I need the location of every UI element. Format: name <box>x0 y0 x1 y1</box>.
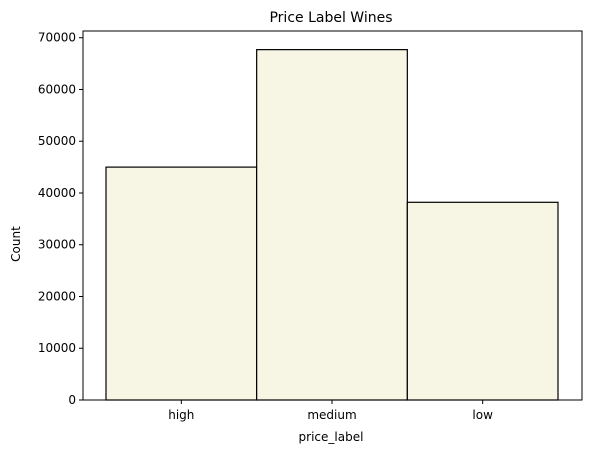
y-tick-label: 60000 <box>38 82 76 96</box>
y-axis-ticks: 0 10000 20000 30000 40000 50000 60000 70000 <box>38 31 83 407</box>
bar-low <box>406 201 559 401</box>
chart-title: Price Label Wines <box>269 10 392 26</box>
plot-frame <box>82 30 583 401</box>
y-tick-label: 20000 <box>38 289 76 303</box>
y-tick-label: 40000 <box>38 186 76 200</box>
y-tick-label: 30000 <box>38 238 76 252</box>
x-tick-label-medium: medium <box>307 408 356 422</box>
bar-high <box>105 166 258 401</box>
x-axis-ticks: high medium low <box>168 400 493 422</box>
x-tick-label-low: low <box>472 408 493 422</box>
y-tick-label: 10000 <box>38 341 76 355</box>
bar-medium <box>256 49 408 401</box>
x-axis-label: price_label <box>299 430 364 444</box>
y-tick-label: 50000 <box>38 134 76 148</box>
x-tick-label-high: high <box>168 408 194 422</box>
y-axis-label: Count <box>9 226 23 262</box>
bars-group <box>105 49 559 401</box>
y-tick-label: 70000 <box>38 31 76 45</box>
y-tick-label: 0 <box>68 393 76 407</box>
